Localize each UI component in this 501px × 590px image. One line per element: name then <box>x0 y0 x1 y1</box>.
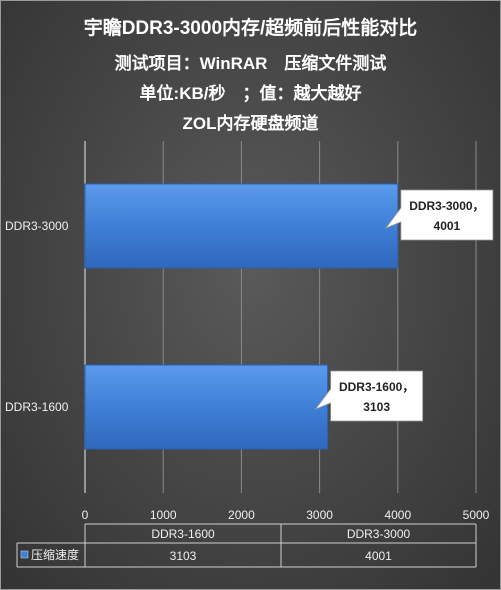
x-tick-label: 4000 <box>384 508 411 522</box>
data-callout-label: DDR3-1600， <box>339 380 414 394</box>
x-tick-label: 0 <box>82 508 89 522</box>
chart-subtitle-unit: 单位:KB/秒 ；值：越大越好 <box>139 84 362 103</box>
table-header: DDR3-3000 <box>347 527 411 541</box>
table-header: DDR3-1600 <box>151 527 215 541</box>
data-callout-box <box>384 189 494 241</box>
data-callout-value: 3103 <box>363 400 390 414</box>
chart-subtitle-test-item: 测试项目：WinRAR 压缩文件测试 <box>114 54 387 73</box>
x-tick-label: 3000 <box>306 508 333 522</box>
data-callout-box <box>314 370 424 422</box>
x-tick-label: 5000 <box>463 508 490 522</box>
table-cell: 3103 <box>170 549 197 563</box>
bar-ddr3-3000 <box>84 183 399 269</box>
table-cell: 4001 <box>365 549 392 563</box>
data-callout-value: 4001 <box>434 219 461 233</box>
legend-swatch <box>20 550 29 559</box>
x-tick-label: 2000 <box>228 508 255 522</box>
bar-ddr3-1600 <box>84 364 329 450</box>
chart-subtitle-source: ZOL内存硬盘频道 <box>182 114 319 133</box>
table-row-label: 压缩速度 <box>31 547 79 562</box>
x-tick-label: 1000 <box>150 508 177 522</box>
chart-title: 宇瞻DDR3-3000内存/超频前后性能对比 <box>83 18 418 39</box>
data-callout-label: DDR3-3000， <box>409 199 484 213</box>
y-category-label: DDR3-1600 <box>5 400 69 414</box>
y-category-label: DDR3-3000 <box>5 219 69 233</box>
